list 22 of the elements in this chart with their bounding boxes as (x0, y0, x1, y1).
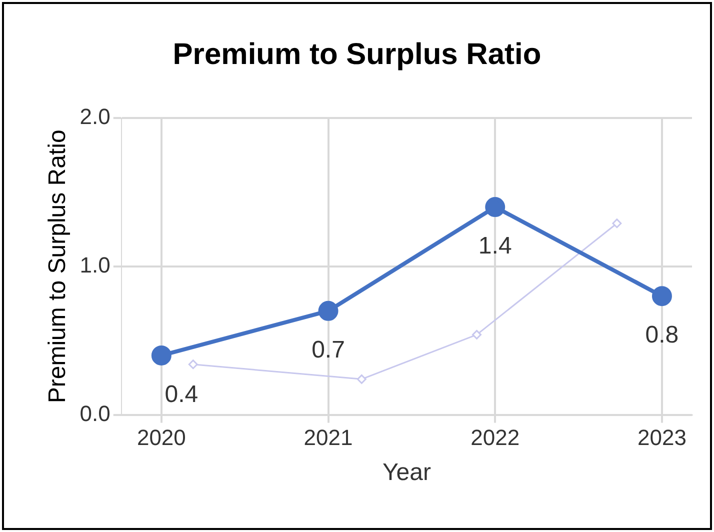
x-tick-label: 2021 (304, 425, 353, 450)
x-tick-label: 2023 (637, 425, 686, 450)
y-tick-label: 1.0 (80, 252, 110, 278)
point (612, 218, 622, 228)
chart-title: Premium to Surplus Ratio (172, 38, 542, 72)
point (188, 360, 198, 370)
point (151, 345, 172, 366)
y-tick-label: 2.0 (80, 104, 110, 130)
point (472, 330, 482, 340)
data-label: 1.4 (478, 232, 512, 260)
point (652, 286, 672, 306)
data-label: 0.4 (164, 381, 198, 408)
data-label: 0.8 (645, 322, 679, 349)
x-axis-title: Year (382, 459, 431, 486)
point (485, 197, 506, 218)
x-tick-label: 2020 (136, 425, 186, 450)
point (318, 300, 338, 321)
y-axis-title: Premium to Surplus Ratio (44, 130, 72, 404)
y-tick-label: 0.0 (80, 400, 110, 426)
x-tick-label: 2022 (470, 425, 520, 450)
point (356, 374, 366, 384)
data-label: 0.7 (312, 336, 345, 364)
